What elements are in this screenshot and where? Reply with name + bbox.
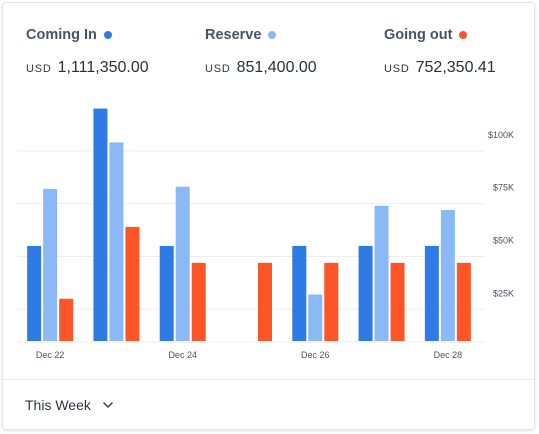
- x-tick-label: Dec 26: [301, 350, 330, 360]
- bar-going-out: [191, 262, 206, 341]
- period-select[interactable]: This Week: [25, 397, 113, 413]
- x-tick-label: Dec 22: [36, 350, 65, 360]
- cash-flow-card: Coming In USD 1,111,350.00 Reserve USD 851…: [2, 2, 535, 430]
- bar-reserve: [43, 188, 58, 341]
- bar-going-out: [59, 298, 74, 341]
- stat-reserve-amount: 851,400.00: [236, 59, 317, 76]
- bar-going-out: [125, 226, 140, 341]
- bar-coming-in: [93, 108, 108, 341]
- bar-going-out: [390, 262, 405, 341]
- bar-going-out: [324, 262, 339, 341]
- bar-coming-in: [358, 245, 373, 341]
- stat-going-out: Going out USD 752,350.41: [384, 27, 496, 77]
- stat-going-out-currency: USD: [384, 63, 410, 75]
- stat-reserve-label: Reserve: [205, 27, 262, 43]
- reserve-dot-icon: [268, 31, 277, 39]
- x-tick-label: Dec 28: [434, 350, 463, 360]
- bar-reserve: [374, 205, 389, 341]
- coming-in-dot-icon: [103, 31, 112, 39]
- bar-reserve: [109, 142, 124, 341]
- stat-reserve: Reserve USD 851,400.00: [205, 27, 317, 77]
- bar-coming-in: [292, 245, 307, 341]
- bar-going-out: [456, 262, 471, 341]
- bar-going-out: [258, 262, 272, 341]
- stat-coming-in-label: Coming In: [26, 27, 97, 43]
- bar-reserve: [175, 186, 190, 341]
- stat-coming-in: Coming In USD 1,111,350.00: [26, 27, 149, 77]
- x-tick-label: Dec 24: [168, 350, 197, 360]
- summary-stats: Coming In USD 1,111,350.00 Reserve USD 851…: [3, 3, 534, 93]
- stat-going-out-amount: 752,350.41: [415, 59, 496, 76]
- card-footer: This Week: [3, 379, 534, 431]
- y-tick-label: $25K: [493, 288, 514, 298]
- y-tick-label: $50K: [493, 235, 514, 245]
- stat-going-out-label: Going out: [384, 27, 453, 43]
- bar-coming-in: [159, 245, 174, 341]
- stat-coming-in-amount: 1,111,350.00: [57, 59, 149, 76]
- stat-coming-in-currency: USD: [26, 63, 52, 75]
- y-tick-label: $100K: [488, 130, 514, 140]
- bar-coming-in: [27, 245, 42, 341]
- bar-reserve: [440, 209, 455, 341]
- bar-coming-in: [424, 245, 439, 341]
- y-tick-label: $75K: [493, 183, 514, 193]
- stat-reserve-currency: USD: [205, 63, 231, 75]
- bar-reserve: [308, 294, 323, 341]
- period-select-label: This Week: [25, 397, 91, 413]
- chevron-down-icon: [103, 402, 113, 408]
- going-out-dot-icon: [459, 31, 468, 39]
- bar-chart: $25K $50K $75K $100K Dec 22 Dec 24 Dec 26 Dec 2…: [17, 108, 514, 360]
